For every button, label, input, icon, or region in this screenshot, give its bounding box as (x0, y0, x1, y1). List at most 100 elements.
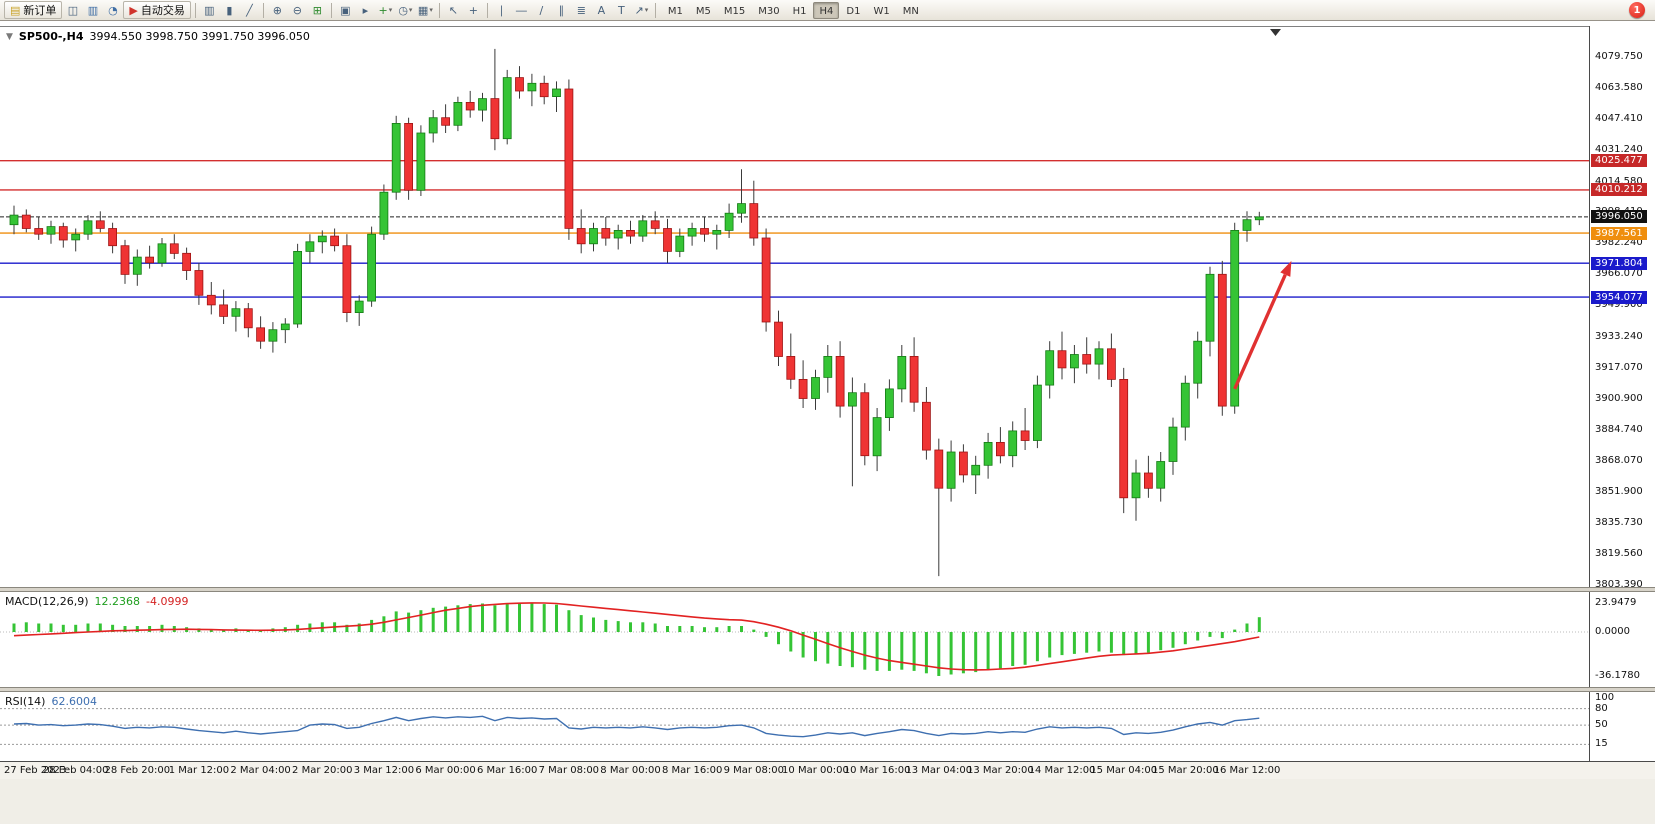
time-tick: 15 Mar 04:00 (1090, 765, 1158, 776)
chart-title: ▼ SP500-,H4 3994.550 3998.750 3991.750 3… (6, 30, 310, 43)
autotrade-button[interactable]: ▶ 自动交易 (123, 1, 191, 19)
arrow-tool-icon[interactable]: ↗ ▾ (632, 1, 651, 19)
panel-splitter[interactable] (0, 687, 1655, 692)
dropdown-arrow-icon: ▾ (429, 6, 433, 14)
bar-chart-icon[interactable]: ▥ (200, 1, 219, 19)
rsi-tick: 100 (1595, 691, 1615, 703)
price-tick: 4047.410 (1595, 112, 1643, 124)
toolbar-separator (330, 2, 332, 18)
rsi-value: 62.6004 (51, 695, 97, 708)
main-chart-canvas[interactable] (0, 26, 1589, 587)
tile-windows-icon: ⊞ (312, 3, 322, 17)
channel-icon[interactable]: ∥ (552, 1, 571, 19)
rsi-panel-canvas[interactable] (0, 692, 1589, 761)
price-level-badge: 4010.212 (1591, 183, 1647, 197)
time-tick: 6 Mar 16:00 (476, 765, 538, 776)
symbol-period-label: SP500-,H4 (18, 30, 84, 43)
macd-panel-canvas[interactable] (0, 592, 1589, 687)
price-tick: 3933.240 (1595, 330, 1643, 342)
line-chart-icon[interactable]: ╱ (240, 1, 259, 19)
one-click-trading-arrow-icon[interactable]: ▼ (6, 31, 13, 42)
text-icon[interactable]: A (592, 1, 611, 19)
timeframe-d1-button[interactable]: D1 (846, 5, 861, 17)
timeframe-h4-button[interactable]: H4 (813, 1, 840, 19)
macd-signal-value: -4.0999 (146, 595, 189, 608)
time-tick: 8 Mar 16:00 (661, 765, 723, 776)
toolbar-separator (194, 2, 196, 18)
time-tick: 13 Mar 20:00 (967, 765, 1034, 776)
timeframe-h1-button[interactable]: H1 (792, 5, 807, 17)
price-tick: 3868.070 (1595, 455, 1643, 467)
macd-tick: 23.9479 (1595, 596, 1637, 608)
auto-arrange-icon: ▣ (340, 3, 351, 17)
vertical-line-icon[interactable]: ∣ (492, 1, 511, 19)
price-tick: 3803.390 (1595, 578, 1643, 590)
price-tick: 4014.580 (1595, 175, 1643, 187)
toolbar-separator (486, 2, 488, 18)
new-chart-icon: + (378, 3, 388, 17)
time-axis[interactable]: 27 Feb 2023 28 Feb 04:00 28 Feb 20:00 1 Mar… (0, 761, 1655, 779)
price-axis[interactable]: 4079.750 4063.580 4047.410 4031.240 4014.580… (1589, 26, 1655, 761)
price-tick: 3851.900 (1595, 486, 1643, 498)
horizontal-line-icon[interactable]: ― (512, 1, 531, 19)
time-tick: 8 Mar 00:00 (600, 765, 661, 776)
price-level-badge: 3987.561 (1591, 226, 1647, 240)
profiles-icon: ▥ (87, 3, 99, 17)
candlestick-chart-icon[interactable]: ▮ (220, 1, 239, 19)
market-watch-icon[interactable]: ◔ (103, 1, 122, 19)
timeframe-w1-button[interactable]: W1 (873, 5, 890, 17)
market-watch-icon: ◔ (108, 3, 118, 17)
timeframe-m1-button[interactable]: M1 (667, 5, 683, 17)
new-order-button[interactable]: ▤ 新订单 (4, 1, 63, 19)
window-bottom-strip (0, 779, 1655, 824)
timeframe-mn-button[interactable]: MN (902, 5, 919, 17)
rsi-tick: 15 (1595, 738, 1608, 750)
auto-arrange-icon[interactable]: ▣ (336, 1, 355, 19)
profiles-icon[interactable]: ▥ (83, 1, 102, 19)
timeframe-m15-button[interactable]: M15 (723, 5, 746, 17)
dropdown-arrow-icon: ▾ (408, 6, 413, 14)
charts-window-icon[interactable]: ◫ (63, 1, 82, 19)
price-tick: 3900.900 (1595, 392, 1643, 404)
timeframe-m5-button[interactable]: M5 (695, 5, 711, 17)
zoom-out-icon[interactable]: ⊖ (288, 1, 307, 19)
text-label-icon[interactable]: T (612, 1, 631, 19)
candlestick-chart-icon: ▮ (226, 3, 233, 17)
tile-windows-icon[interactable]: ⊞ (308, 1, 327, 19)
ohlc-readout: 3994.550 3998.750 3991.750 3996.050 (89, 30, 310, 43)
notification-badge[interactable]: 1 (1629, 2, 1645, 18)
chart-shift-marker (1270, 29, 1281, 36)
price-level-badge: 3954.077 (1591, 290, 1647, 304)
time-tick: 2 Mar 20:00 (292, 765, 353, 776)
new-chart-icon[interactable]: + ▾ (376, 1, 395, 19)
macd-name: MACD(12,26,9) (5, 595, 89, 608)
price-tick: 3966.070 (1595, 268, 1643, 280)
vertical-line-icon: ∣ (498, 3, 505, 17)
cursor-icon[interactable]: ↖ (444, 1, 463, 19)
trendline-icon: ∕ (539, 3, 544, 17)
templates-icon[interactable]: ▦ ▾ (416, 1, 435, 19)
time-tick: 6 Mar 00:00 (415, 765, 476, 776)
chart-shift-icon[interactable]: ▸ (356, 1, 375, 19)
price-level-badge: 4025.477 (1591, 154, 1647, 168)
arrow-tool-icon: ↗ (634, 3, 644, 17)
templates-icon: ▦ (417, 3, 429, 17)
crosshair-icon[interactable]: + (464, 1, 483, 19)
timeframe-m30-button[interactable]: M30 (758, 5, 780, 17)
time-tick: 9 Mar 08:00 (723, 765, 784, 776)
fibonacci-icon: ≣ (576, 3, 586, 17)
time-tick: 15 Mar 20:00 (1151, 765, 1219, 776)
price-tick: 3917.070 (1595, 361, 1643, 373)
trendline-icon[interactable]: ∕ (532, 1, 551, 19)
dropdown-arrow-icon: ▾ (644, 6, 649, 14)
toolbar-separator (654, 2, 656, 18)
line-chart-icon: ╱ (246, 3, 253, 17)
toolbar-items: ▤ 新订单 ◫ ▥ ◔ ▶ 自动交易 ▥ ▮ ╱ ⊕ ⊖ ⊞ ▣ ▸ + ▾ ◷ ▾ ▦ ▾ ↖ + ∣ ― ∕ ∥ ≣ A T ↗ ▾ (4, 1, 659, 19)
horizontal-line-icon: ― (515, 3, 527, 17)
fibonacci-icon[interactable]: ≣ (572, 1, 591, 19)
zoom-in-icon[interactable]: ⊕ (268, 1, 287, 19)
time-tick: 10 Mar 00:00 (782, 765, 849, 776)
autotrade-icon: ▶ (129, 3, 138, 17)
periods-icon[interactable]: ◷ ▾ (396, 1, 415, 19)
panel-splitter[interactable] (0, 587, 1655, 592)
